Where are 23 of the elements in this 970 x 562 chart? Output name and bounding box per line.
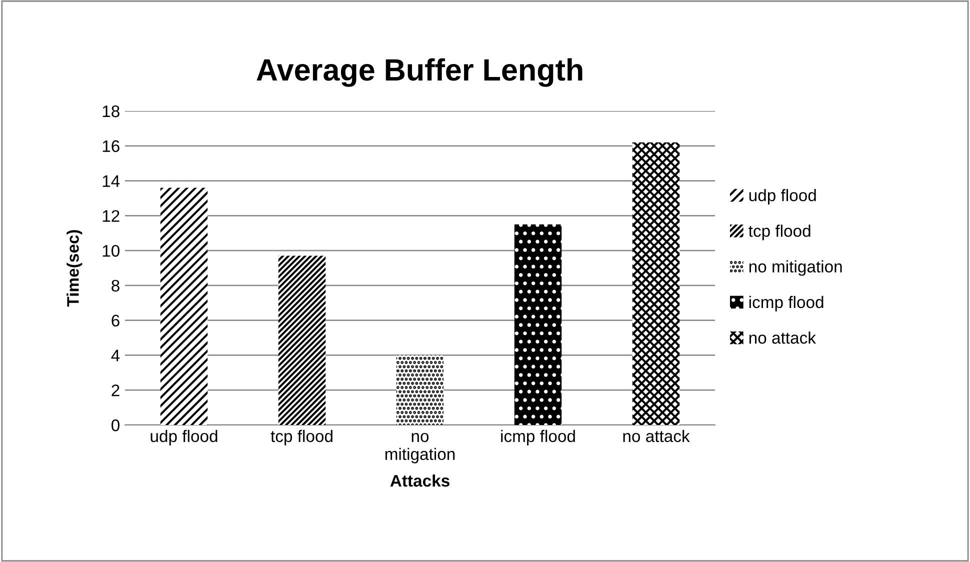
legend-label: no attack: [749, 332, 816, 344]
y-tick-label: 0: [112, 419, 120, 432]
x-tick-label: tcp flood: [270, 430, 332, 446]
y-tick-label: 14: [102, 175, 120, 187]
x-axis-title: Attacks: [390, 474, 450, 487]
x-tick-label: icmp flood: [501, 430, 575, 446]
y-tick-label: 10: [102, 244, 120, 257]
legend-label: udp flood: [749, 189, 816, 205]
x-tick-label: udp flood: [150, 430, 218, 446]
y-tick-label: 16: [102, 140, 120, 152]
y-tick-label: 2: [112, 384, 120, 396]
legend-label: no mitigation: [749, 260, 842, 276]
legend-label: tcp flood: [748, 224, 810, 240]
y-tick-label: 8: [112, 280, 120, 292]
x-tick-label: no mitigation: [385, 432, 455, 464]
x-tick-label: no attack: [623, 430, 690, 442]
y-axis-title: Time(sec): [66, 230, 82, 307]
y-tick-label: 6: [112, 314, 120, 327]
y-tick-label: 18: [102, 105, 120, 118]
chart-title: Average Buffer Length: [256, 58, 582, 87]
y-tick-label: 12: [102, 210, 120, 222]
y-tick-label: 4: [111, 350, 120, 362]
legend-label: icmp flood: [749, 296, 824, 312]
